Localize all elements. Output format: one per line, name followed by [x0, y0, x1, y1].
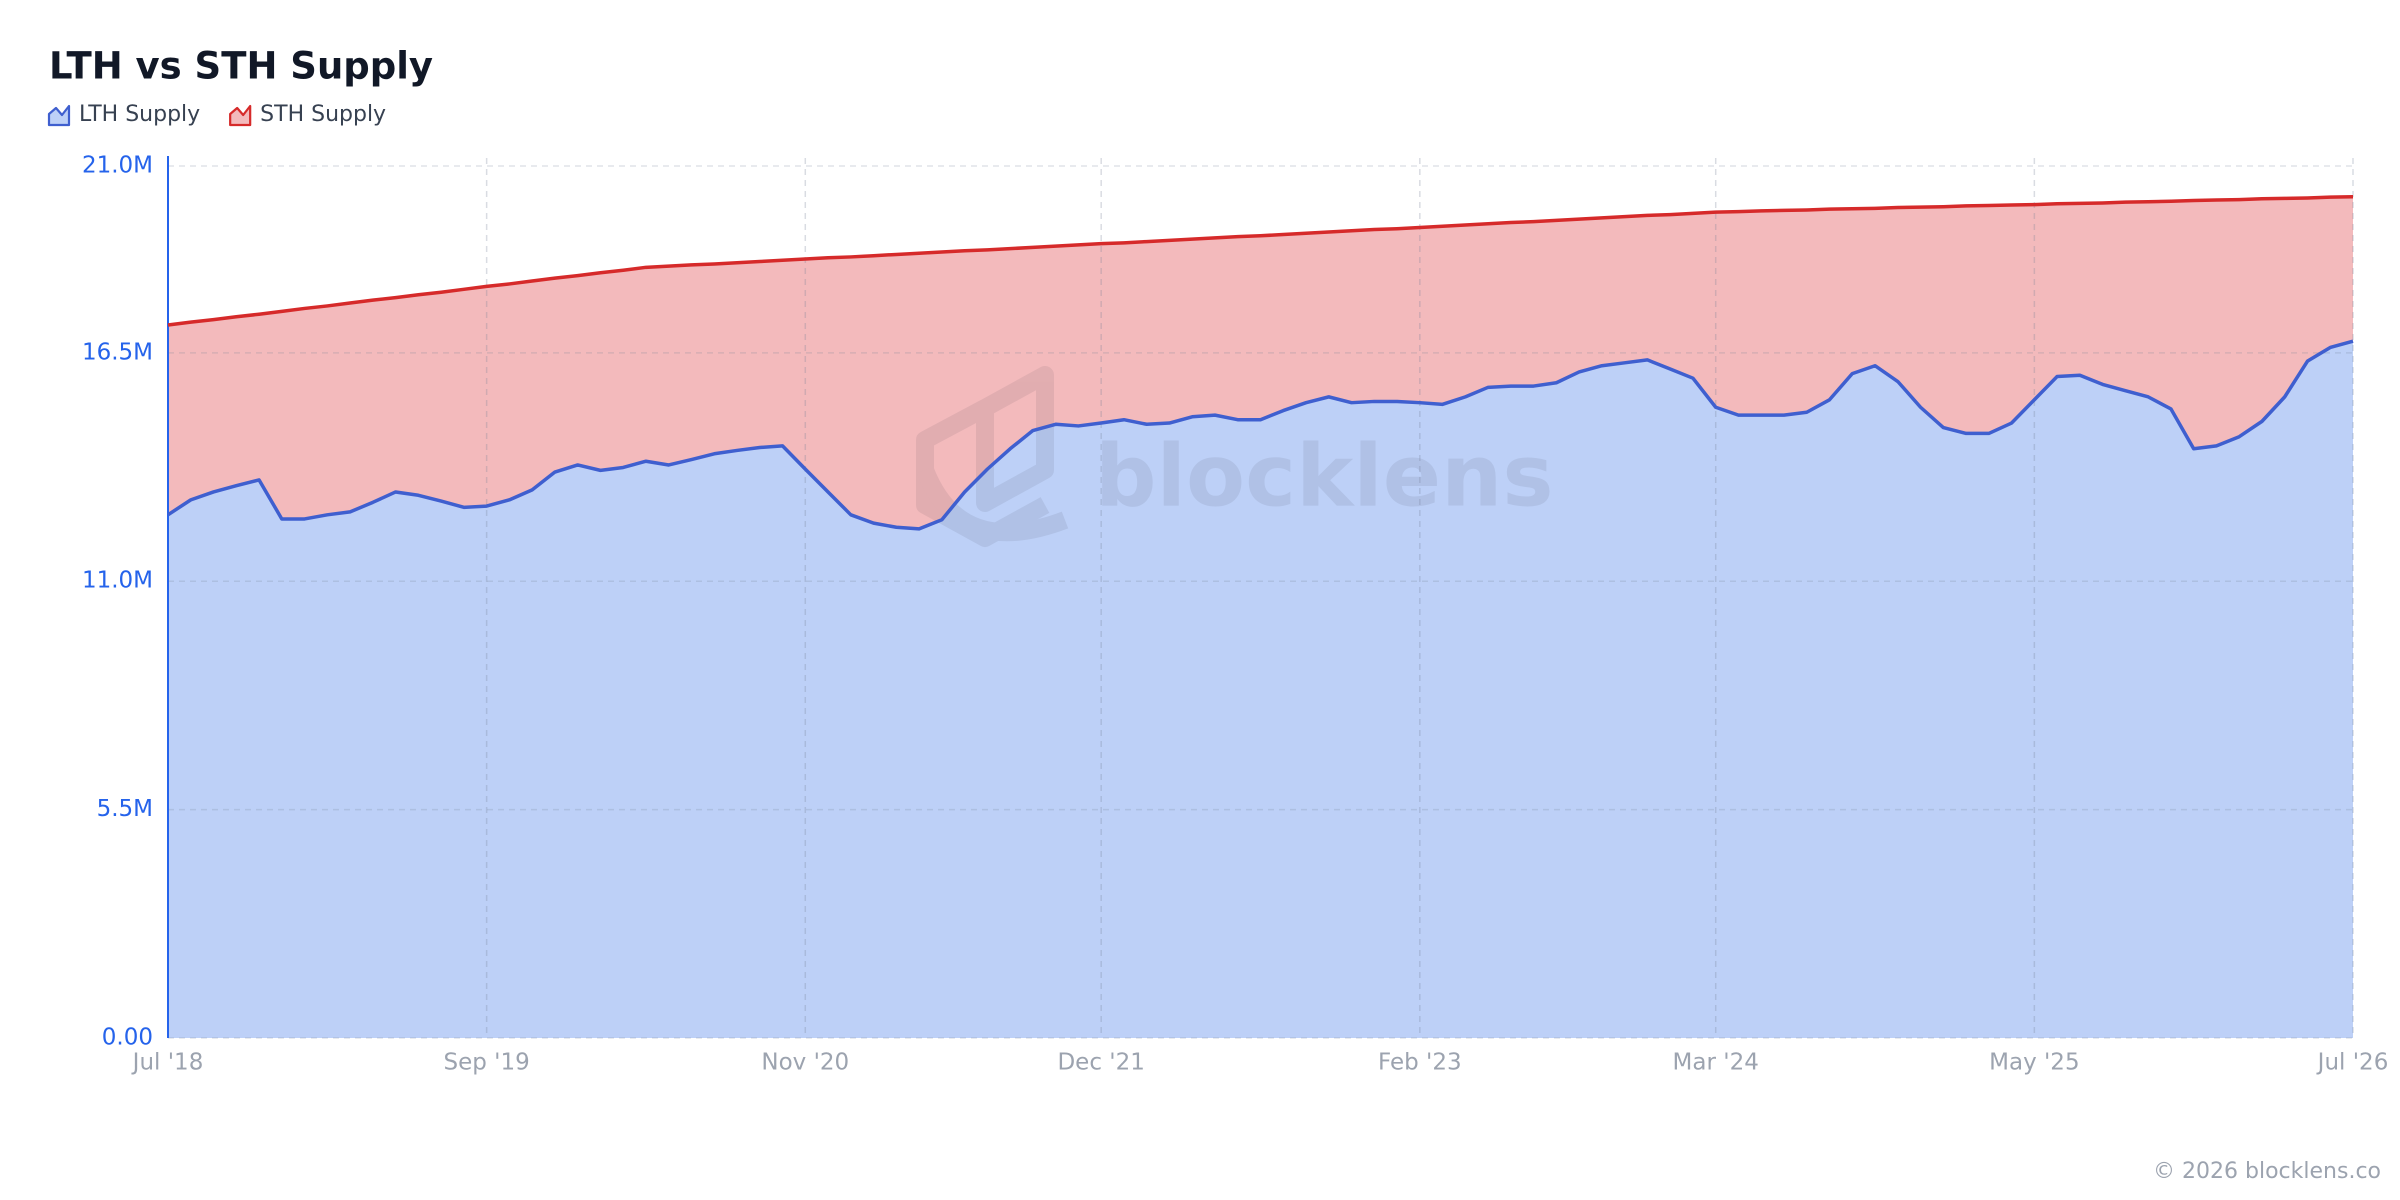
x-tick-label: Sep '19 — [444, 1050, 530, 1076]
series-line — [167, 194, 2354, 327]
y-tick-label: 5.5M — [97, 796, 153, 822]
area — [168, 341, 2353, 1038]
legend-item[interactable]: STH Supply — [229, 102, 386, 127]
y-tick-label: 0.00 — [102, 1025, 153, 1051]
chart-title: LTH vs STH Supply — [49, 45, 433, 88]
watermark: blocklens — [1095, 426, 1554, 526]
legend-item[interactable]: LTH Supply — [47, 102, 200, 127]
legend-icon — [47, 104, 71, 127]
x-tick-label: Feb '23 — [1378, 1050, 1462, 1076]
footer: © 2026 blocklens.co — [2153, 1159, 2381, 1184]
legend-label: STH Supply — [260, 102, 386, 127]
legend-icon — [229, 104, 252, 127]
series-line — [167, 339, 2354, 531]
x-tick-label: Dec '21 — [1057, 1050, 1144, 1076]
watermark-logo-swoosh — [916, 466, 1069, 542]
x-tick-label: Jul '18 — [131, 1050, 204, 1076]
x-tick-label: Mar '24 — [1673, 1050, 1759, 1076]
x-tick-label: Nov '20 — [761, 1050, 849, 1076]
x-tick-label: May '25 — [1989, 1050, 2079, 1076]
x-tick-label: Jul '26 — [2316, 1050, 2389, 1076]
y-tick-label: 16.5M — [82, 339, 153, 365]
y-tick-label: 11.0M — [82, 568, 153, 594]
legend-label: LTH Supply — [79, 102, 200, 127]
area — [168, 196, 2353, 529]
y-tick-label: 21.0M — [82, 153, 153, 179]
